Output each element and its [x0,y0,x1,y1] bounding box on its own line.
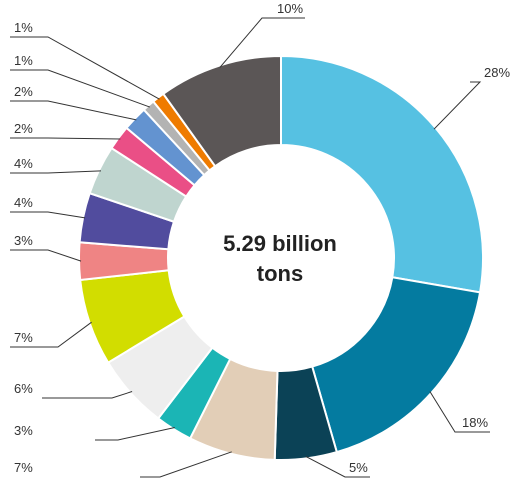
leader-line [10,249,82,262]
percent-label: 3% [14,233,33,248]
leader-line [95,426,175,441]
percent-label: 6% [14,381,33,396]
percent-label: 3% [14,423,33,438]
leader-line [140,451,232,478]
leader-line [433,81,482,130]
leader-line [10,100,137,121]
percent-label: 2% [14,84,33,99]
percent-label: 1% [14,53,33,68]
percent-label: 18% [462,415,488,430]
percent-label: 7% [14,460,33,475]
percent-label: 4% [14,156,33,171]
donut-slice [280,54,484,294]
percent-label: 28% [484,65,510,80]
percent-label: 1% [14,20,33,35]
percent-label: 10% [277,1,303,16]
percent-label: 7% [14,330,33,345]
leader-line [10,69,150,108]
center-label-line-2: tons [257,261,303,286]
leader-line [10,36,160,100]
leader-line [10,321,92,348]
leader-line [10,211,86,219]
leader-line [305,456,370,478]
percent-label: 5% [349,460,368,475]
donut-slice [310,276,482,454]
donut-slice [161,54,282,168]
leader-line [219,17,305,68]
center-label-line-1: 5.29 billion [223,231,337,256]
donut-slices [78,54,484,461]
leader-line [429,391,490,433]
leader-line [10,137,121,140]
percent-label: 4% [14,195,33,210]
leader-lines [10,17,490,478]
percent-label: 2% [14,121,33,136]
leader-line [10,170,102,174]
leader-line [42,391,133,399]
percent-labels: 28% 18% 5% 7% 3% 6% 7% 3% 4% 4% 2% 2% 1% 1% 10% [14,1,510,475]
